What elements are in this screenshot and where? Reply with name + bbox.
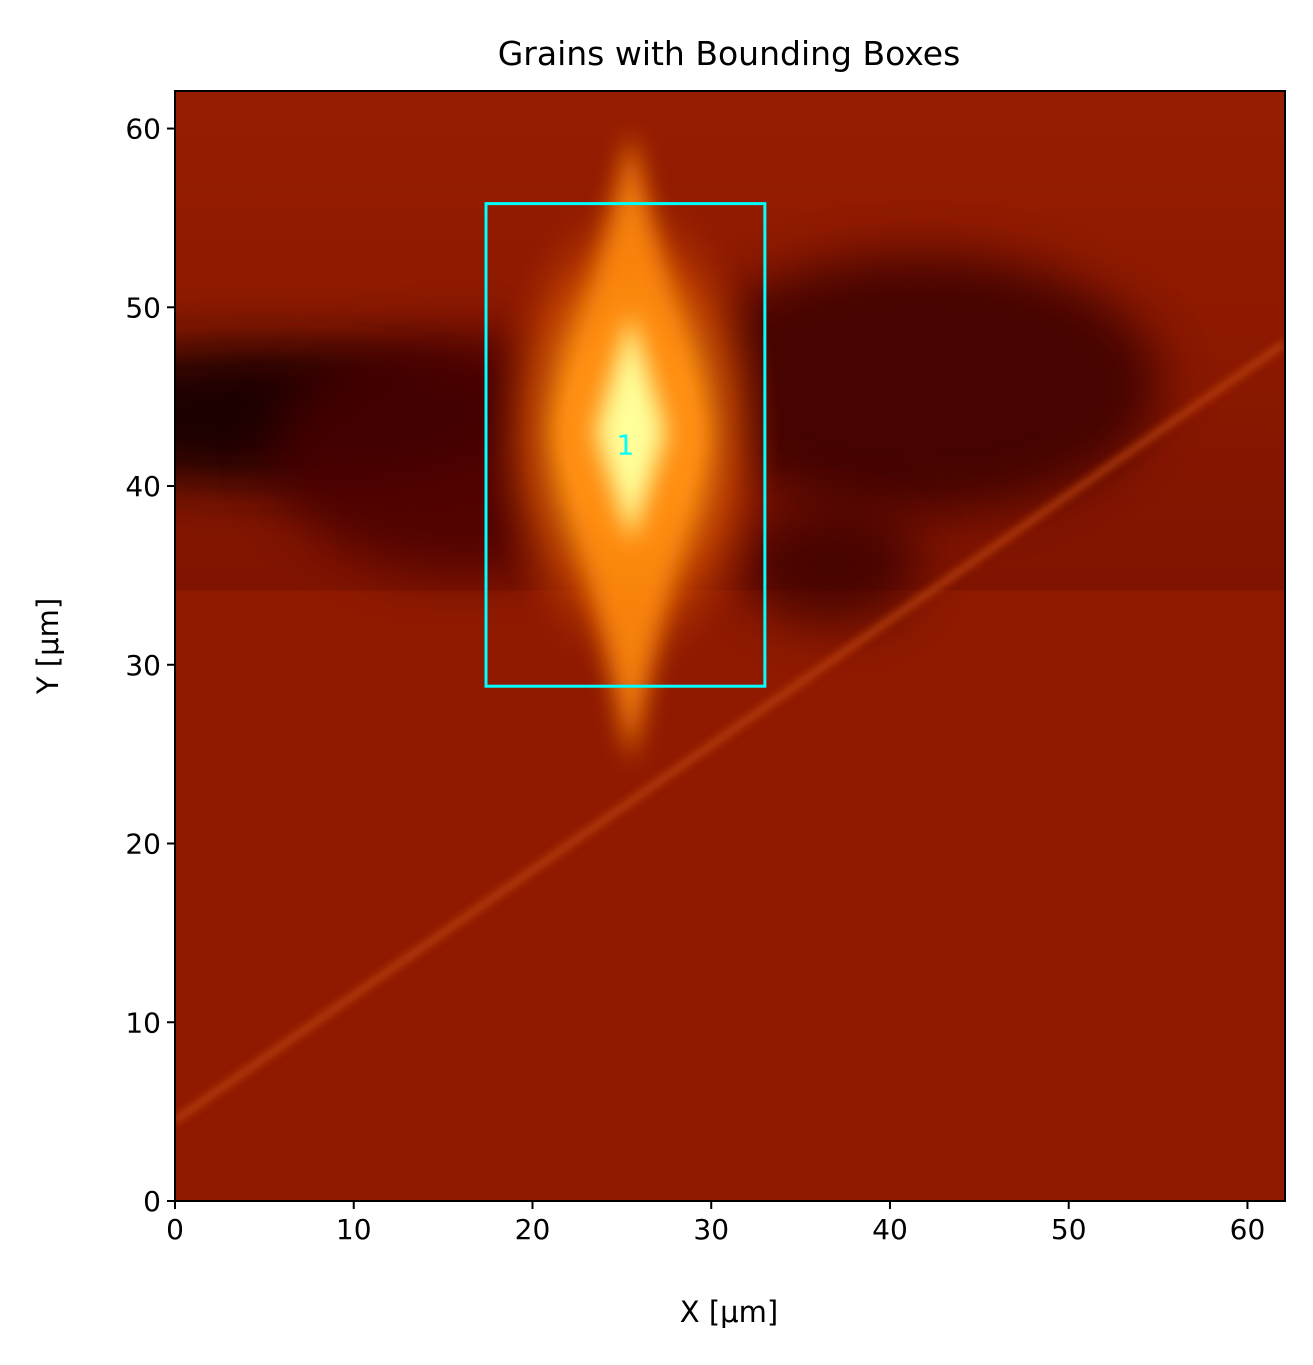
y-tick-label: 0 [143,1185,161,1218]
x-axis-label: X [μm] [680,1295,778,1329]
x-tick-label: 0 [166,1213,184,1246]
dark-region-lower-right [740,504,921,625]
y-tick-label: 30 [125,649,161,682]
y-tick-label: 10 [125,1006,161,1039]
heatmap-image [175,91,1285,1201]
x-tick-label: 20 [515,1213,551,1246]
y-axis-ticks: 0 10 20 30 40 50 60 [125,113,175,1218]
y-axis-label: Y [μm] [31,598,65,695]
bounding-box [484,202,767,688]
bounding-box-label: 1 [617,429,635,462]
y-tick-label: 60 [125,113,161,146]
y-tick-label: 20 [125,828,161,861]
x-axis-ticks: 0 10 20 30 40 50 60 [166,1201,1265,1246]
bounding-boxes: 1 [484,202,767,688]
x-tick-label: 10 [336,1213,372,1246]
chart-title: Grains with Bounding Boxes [498,34,961,73]
plot-frame [174,90,1286,1202]
y-tick-label: 40 [125,470,161,503]
y-tick-label: 50 [125,291,161,324]
dark-region-right [680,254,1161,515]
x-tick-label: 50 [1051,1213,1087,1246]
x-tick-label: 40 [872,1213,908,1246]
x-tick-label: 30 [693,1213,729,1246]
scratch-line [175,340,1285,1124]
x-tick-label: 60 [1230,1213,1266,1246]
